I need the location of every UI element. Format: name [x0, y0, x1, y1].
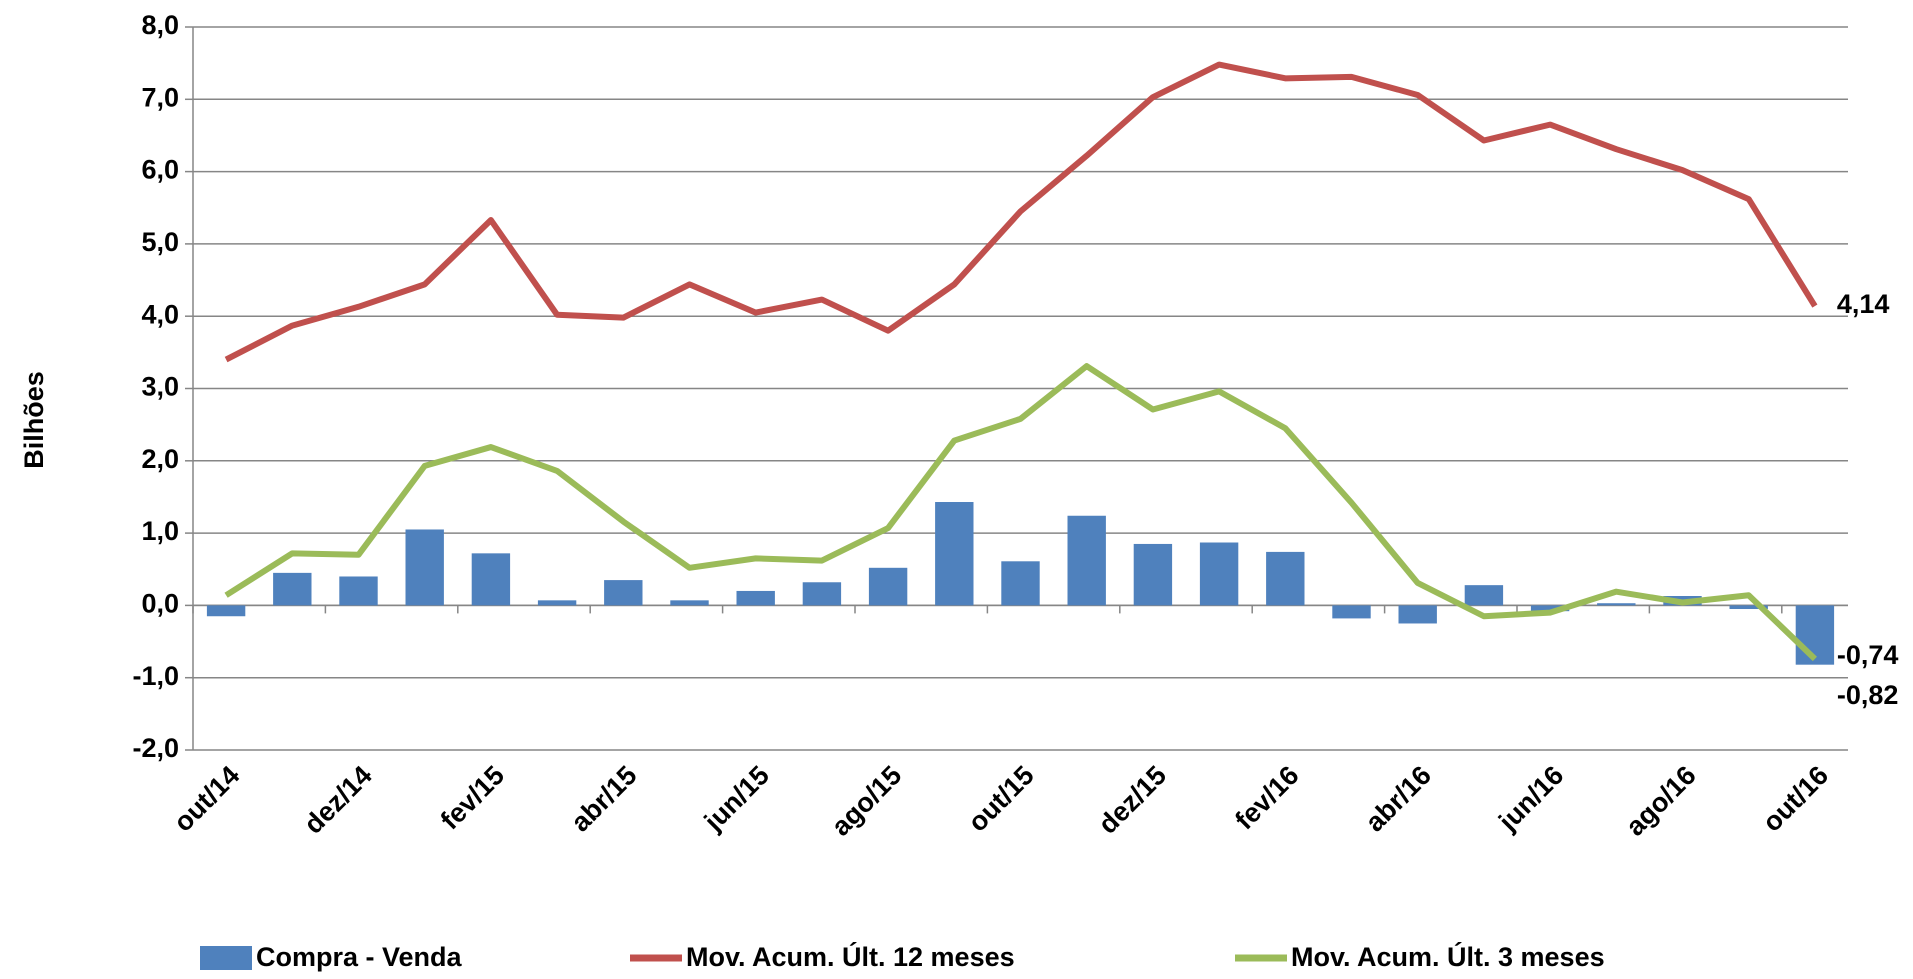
- x-tick-label: abr/16: [1360, 760, 1437, 837]
- x-tick-label: jun/15: [698, 760, 775, 837]
- bar: [405, 529, 444, 606]
- bar: [206, 605, 246, 617]
- y-tick-label: 0,0: [141, 589, 179, 619]
- x-tick-label: dez/15: [1093, 760, 1173, 840]
- value-label: 4,14: [1837, 289, 1890, 319]
- legend-swatch: [200, 946, 252, 970]
- bar: [537, 600, 577, 606]
- bar: [802, 582, 842, 606]
- x-tick-label: ago/16: [1620, 760, 1702, 842]
- bar: [1729, 605, 1768, 610]
- bar: [1530, 605, 1570, 612]
- y-tick-label: 1,0: [141, 516, 179, 546]
- bar: [1266, 551, 1305, 606]
- bar: [736, 590, 775, 606]
- legend-label: Mov. Acum. Últ. 3 meses: [1291, 941, 1605, 972]
- y-tick-label: 7,0: [141, 82, 179, 112]
- legend-label: Mov. Acum. Últ. 12 meses: [686, 941, 1015, 972]
- x-tick-label: out/15: [962, 760, 1039, 837]
- y-tick-label: 5,0: [141, 227, 179, 257]
- line: [224, 61, 1818, 363]
- bar: [1464, 585, 1504, 606]
- bar: [1001, 561, 1040, 606]
- bar: [1597, 603, 1636, 606]
- x-tick-label: fev/15: [435, 760, 510, 835]
- value-label: -0,82: [1837, 680, 1899, 710]
- x-tick-label: fev/16: [1229, 760, 1304, 835]
- x-tick-label: jun/16: [1492, 760, 1569, 837]
- value-label: -0,74: [1837, 640, 1899, 670]
- bar: [1398, 605, 1437, 624]
- y-tick-label: -1,0: [132, 661, 179, 691]
- y-axis-title: Bilhões: [19, 371, 49, 469]
- y-tick-label: -2,0: [132, 733, 179, 763]
- x-tick-label: ago/15: [826, 760, 908, 842]
- y-tick-label: 6,0: [141, 155, 179, 185]
- y-tick-label: 8,0: [141, 10, 179, 40]
- y-tick-label: 4,0: [141, 299, 179, 329]
- x-tick-label: dez/14: [298, 760, 378, 840]
- bar: [1133, 543, 1173, 606]
- bar: [1199, 542, 1239, 606]
- bar: [604, 580, 643, 606]
- x-tick-label: out/14: [168, 760, 245, 837]
- x-tick-label: abr/15: [565, 760, 642, 837]
- line: [224, 363, 1817, 662]
- bar: [1332, 605, 1371, 619]
- bar: [339, 576, 378, 606]
- bar: [1067, 515, 1106, 606]
- y-tick-label: 3,0: [141, 372, 179, 402]
- bar: [935, 502, 974, 606]
- bar: [868, 567, 908, 606]
- bar: [273, 572, 312, 606]
- y-tick-label: 2,0: [141, 444, 179, 474]
- legend-label: Compra - Venda: [256, 942, 463, 972]
- bar: [670, 600, 709, 606]
- bar: [471, 553, 511, 606]
- x-tick-label: out/16: [1757, 760, 1834, 837]
